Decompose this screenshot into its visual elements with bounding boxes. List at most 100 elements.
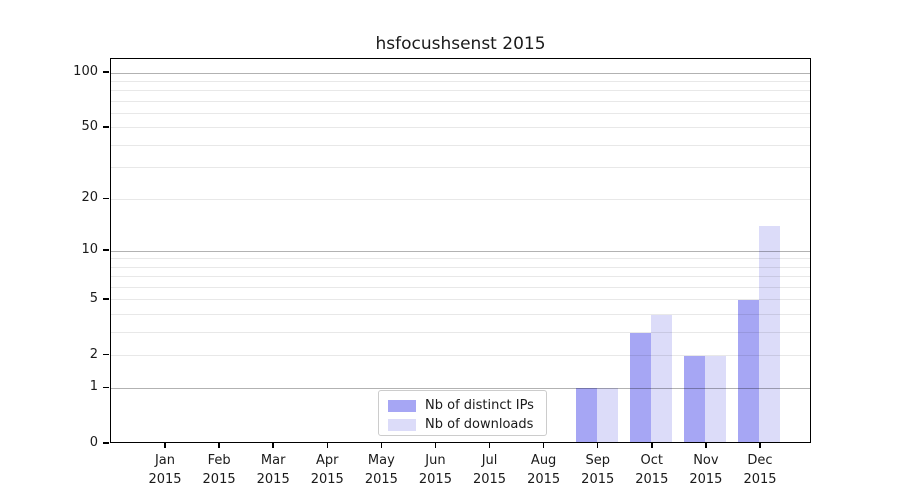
legend-item-downloads: Nb of downloads (388, 416, 538, 433)
x-tick-label-mar: Mar 2015 (241, 451, 305, 489)
x-tick-mark-jul (488, 443, 491, 448)
y-tick-label-10: 10 (81, 242, 98, 258)
y-tick-mark-20 (103, 197, 109, 199)
y-tick-mark-10 (103, 249, 109, 251)
x-tick-year: 2015 (689, 472, 723, 487)
x-tick-month: Jan (154, 453, 176, 468)
x-tick-year: 2015 (743, 472, 777, 487)
gridline-minor-20 (111, 198, 810, 200)
x-tick-month: Dec (747, 453, 773, 468)
x-tick-month: Jul (481, 453, 498, 468)
y-tick-mark-5 (103, 298, 109, 300)
grid-layer (111, 59, 810, 442)
gridline-major-1 (111, 387, 810, 389)
bar-nb-of-downloads-sep (597, 388, 619, 442)
bar-nb-of-distinct-ips-dec (738, 299, 760, 442)
gridline-minor-40 (111, 144, 810, 146)
gridline-minor-3 (111, 332, 810, 334)
legend-item-distinct-ips: Nb of distinct IPs (388, 397, 538, 414)
downloads-swatch (388, 418, 416, 431)
chart-title: hsfocushsenst 2015 (375, 34, 546, 54)
x-tick-mark-may (380, 443, 383, 448)
bar-nb-of-downloads-dec (759, 226, 781, 442)
x-tick-mark-oct (651, 443, 653, 448)
y-tick-mark-0 (103, 442, 109, 444)
gridline-major-100 (111, 72, 810, 74)
x-tick-mark-apr (326, 443, 329, 448)
y-tick-label-5: 5 (89, 290, 98, 306)
x-tick-label-nov: Nov 2015 (674, 451, 738, 489)
y-tick-label-50: 50 (81, 118, 98, 134)
x-tick-label-sep: Sep 2015 (566, 451, 630, 489)
x-tick-month: May (367, 453, 395, 468)
y-tick-mark-100 (103, 71, 109, 73)
x-tick-mark-aug (542, 443, 545, 448)
plot-area (110, 58, 811, 443)
gridline-minor-60 (111, 113, 810, 115)
y-tick-mark-50 (103, 126, 109, 128)
x-tick-year: 2015 (527, 472, 561, 487)
legend-label-distinct-ips: Nb of distinct IPs (425, 398, 534, 413)
gridline-minor-30 (111, 167, 810, 169)
x-tick-mark-feb (218, 443, 220, 448)
x-tick-mark-mar (272, 443, 274, 448)
y-tick-mark-2 (103, 353, 109, 356)
x-tick-year: 2015 (256, 472, 290, 487)
x-tick-month: Nov (693, 453, 719, 468)
gridline-minor-9 (111, 258, 810, 260)
x-tick-year: 2015 (635, 472, 669, 487)
x-tick-label-dec: Dec 2015 (728, 451, 792, 489)
x-tick-mark-jun (434, 443, 437, 448)
x-tick-month: Mar (260, 453, 286, 468)
gridline-minor-7 (111, 276, 810, 278)
x-tick-year: 2015 (418, 472, 452, 487)
bar-nb-of-distinct-ips-sep (576, 388, 598, 442)
legend: Nb of distinct IPs Nb of downloads (378, 390, 547, 436)
x-tick-year: 2015 (472, 472, 507, 487)
bar-nb-of-distinct-ips-nov (684, 355, 706, 442)
y-tick-label-20: 20 (81, 190, 98, 206)
y-tick-label-0: 0 (89, 435, 98, 450)
gridline-minor-5 (111, 299, 810, 301)
x-tick-year: 2015 (364, 472, 398, 487)
x-tick-month: Apr (316, 453, 339, 468)
gridline-minor-80 (111, 90, 810, 92)
x-tick-year: 2015 (310, 472, 344, 487)
x-tick-year: 2015 (202, 472, 236, 487)
x-tick-month: Oct (640, 453, 664, 468)
x-tick-label-may: May 2015 (349, 451, 413, 489)
x-tick-label-jul: Jul 2015 (458, 451, 522, 489)
y-tick-mark-1 (103, 386, 109, 389)
bar-nb-of-downloads-oct (651, 314, 673, 442)
gridline-minor-50 (111, 127, 810, 129)
x-tick-month: Feb (207, 453, 231, 468)
gridline-major-10 (111, 250, 810, 252)
y-tick-label-100: 100 (73, 64, 98, 79)
y-tick-label-1: 1 (89, 379, 98, 395)
x-tick-year: 2015 (148, 472, 182, 487)
legend-label-downloads: Nb of downloads (425, 417, 534, 432)
gridline-minor-6 (111, 287, 810, 289)
x-tick-label-jun: Jun 2015 (403, 451, 467, 489)
x-tick-mark-dec (759, 443, 761, 448)
gridline-minor-4 (111, 314, 810, 316)
x-tick-month: Aug (530, 453, 557, 468)
distinct-ips-swatch (388, 399, 416, 412)
x-tick-label-oct: Oct 2015 (620, 451, 684, 489)
x-tick-label-jan: Jan 2015 (133, 451, 197, 489)
x-tick-label-apr: Apr 2015 (295, 451, 359, 489)
x-tick-year: 2015 (581, 472, 615, 487)
gridline-minor-2 (111, 355, 810, 357)
bar-nb-of-distinct-ips-oct (630, 332, 652, 442)
gridline-minor-90 (111, 80, 810, 82)
y-tick-label-2: 2 (89, 346, 98, 362)
x-tick-month: Jun (425, 453, 446, 468)
x-tick-mark-jan (164, 443, 166, 448)
gridline-minor-8 (111, 266, 810, 268)
x-tick-label-aug: Aug 2015 (512, 451, 576, 489)
gridline-minor-70 (111, 100, 810, 102)
bar-nb-of-downloads-nov (705, 355, 727, 442)
x-tick-label-feb: Feb 2015 (187, 451, 251, 489)
x-tick-month: Sep (585, 453, 610, 468)
